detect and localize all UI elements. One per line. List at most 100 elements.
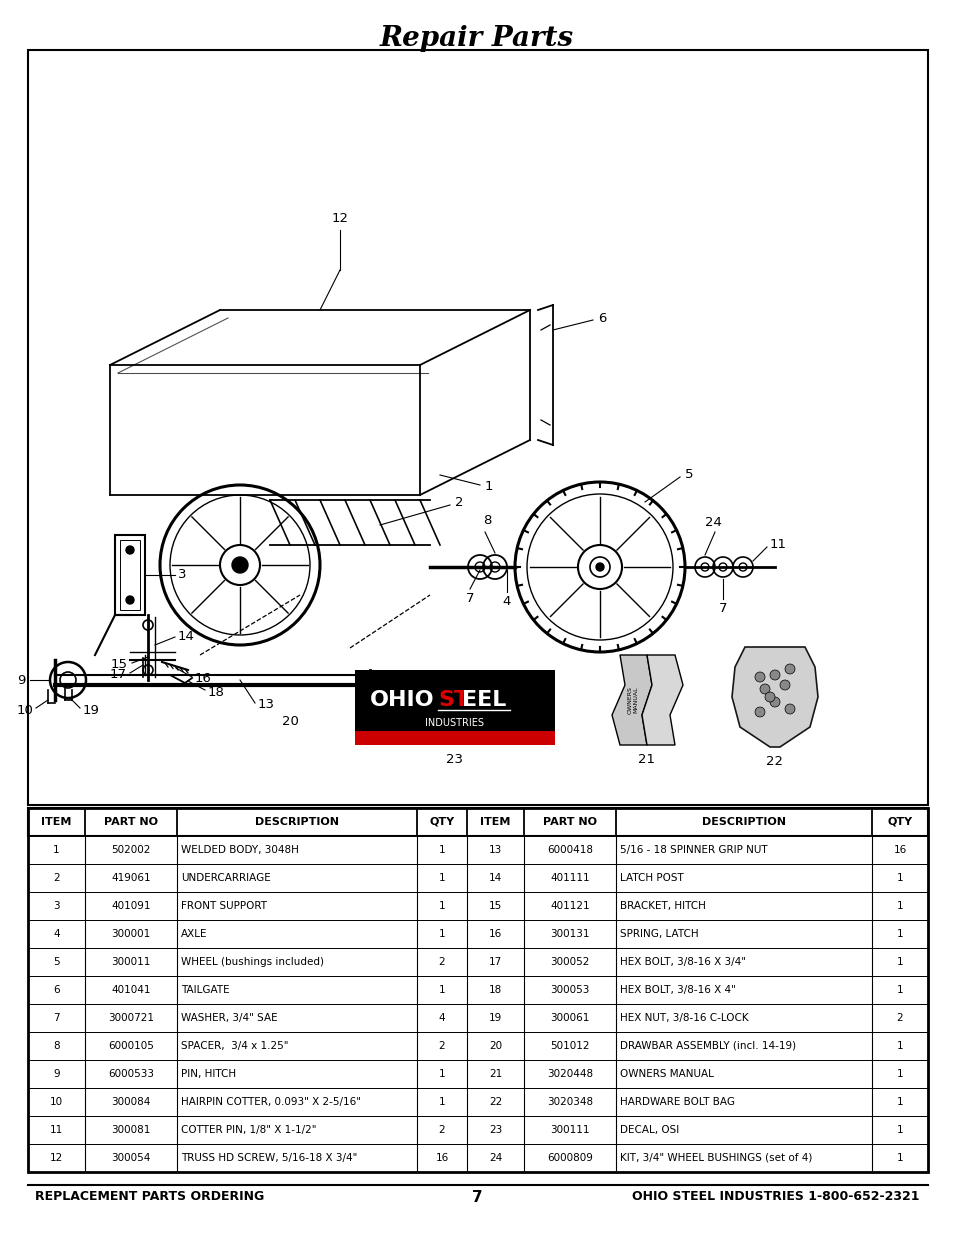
Text: 16: 16 [488, 929, 501, 939]
Text: 300081: 300081 [112, 1125, 151, 1135]
Text: 16: 16 [435, 1153, 448, 1163]
Text: 2: 2 [438, 957, 445, 967]
Text: 13: 13 [257, 699, 274, 711]
Bar [28, 808, 927, 1172]
Text: 19: 19 [488, 1013, 501, 1023]
Text: 8: 8 [482, 514, 491, 527]
Bar [28, 1032, 927, 1060]
Text: OHIO STEEL INDUSTRIES 1-800-652-2321: OHIO STEEL INDUSTRIES 1-800-652-2321 [632, 1191, 919, 1203]
Text: 7: 7 [53, 1013, 60, 1023]
Circle shape [126, 546, 133, 555]
Text: 7: 7 [718, 601, 726, 615]
Text: 6000418: 6000418 [546, 845, 593, 855]
Text: 1: 1 [438, 902, 445, 911]
Text: BRACKET, HITCH: BRACKET, HITCH [619, 902, 705, 911]
Text: 4: 4 [438, 1013, 445, 1023]
Text: 21: 21 [488, 1070, 501, 1079]
Text: 401041: 401041 [112, 986, 151, 995]
Text: 1: 1 [438, 1097, 445, 1107]
Bar [28, 864, 927, 892]
Text: TAILGATE: TAILGATE [181, 986, 230, 995]
Text: SPACER,  3/4 x 1.25": SPACER, 3/4 x 1.25" [181, 1041, 288, 1051]
Text: 300011: 300011 [112, 957, 151, 967]
Text: 7: 7 [471, 1189, 482, 1204]
Text: 22: 22 [488, 1097, 501, 1107]
Bar [28, 1004, 927, 1032]
Text: HAIRPIN COTTER, 0.093" X 2-5/16": HAIRPIN COTTER, 0.093" X 2-5/16" [181, 1097, 360, 1107]
Text: 6000809: 6000809 [546, 1153, 593, 1163]
Text: HARDWARE BOLT BAG: HARDWARE BOLT BAG [619, 1097, 734, 1107]
Circle shape [126, 597, 133, 604]
Text: 24: 24 [704, 516, 720, 529]
Text: 5: 5 [684, 468, 693, 482]
Text: 7: 7 [465, 592, 474, 605]
Text: 11: 11 [50, 1125, 63, 1135]
Text: COTTER PIN, 1/8" X 1-1/2": COTTER PIN, 1/8" X 1-1/2" [181, 1125, 316, 1135]
Text: 501012: 501012 [550, 1041, 589, 1051]
Text: 3020448: 3020448 [546, 1070, 593, 1079]
Text: 401121: 401121 [550, 902, 589, 911]
Text: 4: 4 [502, 595, 511, 608]
Text: 5/16 - 18 SPINNER GRIP NUT: 5/16 - 18 SPINNER GRIP NUT [619, 845, 767, 855]
Text: 15: 15 [488, 902, 501, 911]
Text: 5: 5 [53, 957, 60, 967]
Text: 401091: 401091 [112, 902, 151, 911]
Text: 18: 18 [208, 685, 225, 699]
Circle shape [784, 664, 794, 674]
Circle shape [760, 684, 769, 694]
Text: QTY: QTY [886, 818, 912, 827]
Circle shape [596, 563, 603, 571]
Text: 2: 2 [896, 1013, 902, 1023]
Text: HEX BOLT, 3/8-16 X 4": HEX BOLT, 3/8-16 X 4" [619, 986, 735, 995]
Text: PART NO: PART NO [104, 818, 158, 827]
Text: 18: 18 [488, 986, 501, 995]
Text: SPRING, LATCH: SPRING, LATCH [619, 929, 698, 939]
Text: 9: 9 [17, 673, 26, 687]
Text: 2: 2 [455, 496, 463, 510]
Circle shape [754, 672, 764, 682]
Polygon shape [731, 647, 817, 747]
Text: OHIO: OHIO [370, 690, 435, 710]
Text: 17: 17 [488, 957, 501, 967]
Text: QTY: QTY [429, 818, 454, 827]
Text: 419061: 419061 [112, 873, 151, 883]
Text: 19: 19 [83, 704, 100, 716]
Text: 23: 23 [488, 1125, 501, 1135]
Text: 1: 1 [896, 929, 902, 939]
PathPatch shape [612, 655, 651, 745]
Text: 22: 22 [765, 755, 782, 768]
Circle shape [769, 697, 780, 706]
Text: 8: 8 [53, 1041, 60, 1051]
Bar [28, 808, 927, 836]
Circle shape [769, 671, 780, 680]
Text: 14: 14 [488, 873, 501, 883]
Text: ITEM: ITEM [41, 818, 71, 827]
Text: 1: 1 [896, 957, 902, 967]
Text: 20: 20 [281, 715, 298, 727]
Text: 1: 1 [896, 873, 902, 883]
Bar [115, 535, 145, 615]
Text: 1: 1 [438, 873, 445, 883]
Text: 1: 1 [896, 1153, 902, 1163]
Text: 14: 14 [178, 631, 194, 643]
Text: LATCH POST: LATCH POST [619, 873, 683, 883]
Text: HEX NUT, 3/8-16 C-LOCK: HEX NUT, 3/8-16 C-LOCK [619, 1013, 748, 1023]
Text: 2: 2 [53, 873, 60, 883]
Text: 6000105: 6000105 [108, 1041, 153, 1051]
Bar [355, 731, 555, 745]
Text: 11: 11 [769, 538, 786, 552]
Text: HEX BOLT, 3/8-16 X 3/4": HEX BOLT, 3/8-16 X 3/4" [619, 957, 745, 967]
Text: PART NO: PART NO [542, 818, 597, 827]
Bar [28, 1144, 927, 1172]
Text: 1: 1 [438, 986, 445, 995]
Text: 1: 1 [438, 1070, 445, 1079]
Text: 6: 6 [598, 311, 606, 325]
Text: 3: 3 [53, 902, 60, 911]
Text: 300061: 300061 [550, 1013, 589, 1023]
Text: 1: 1 [896, 1070, 902, 1079]
Text: 2: 2 [438, 1041, 445, 1051]
Bar [28, 976, 927, 1004]
Text: 6: 6 [53, 986, 60, 995]
Text: Repair Parts: Repair Parts [379, 25, 574, 52]
Text: 12: 12 [50, 1153, 63, 1163]
